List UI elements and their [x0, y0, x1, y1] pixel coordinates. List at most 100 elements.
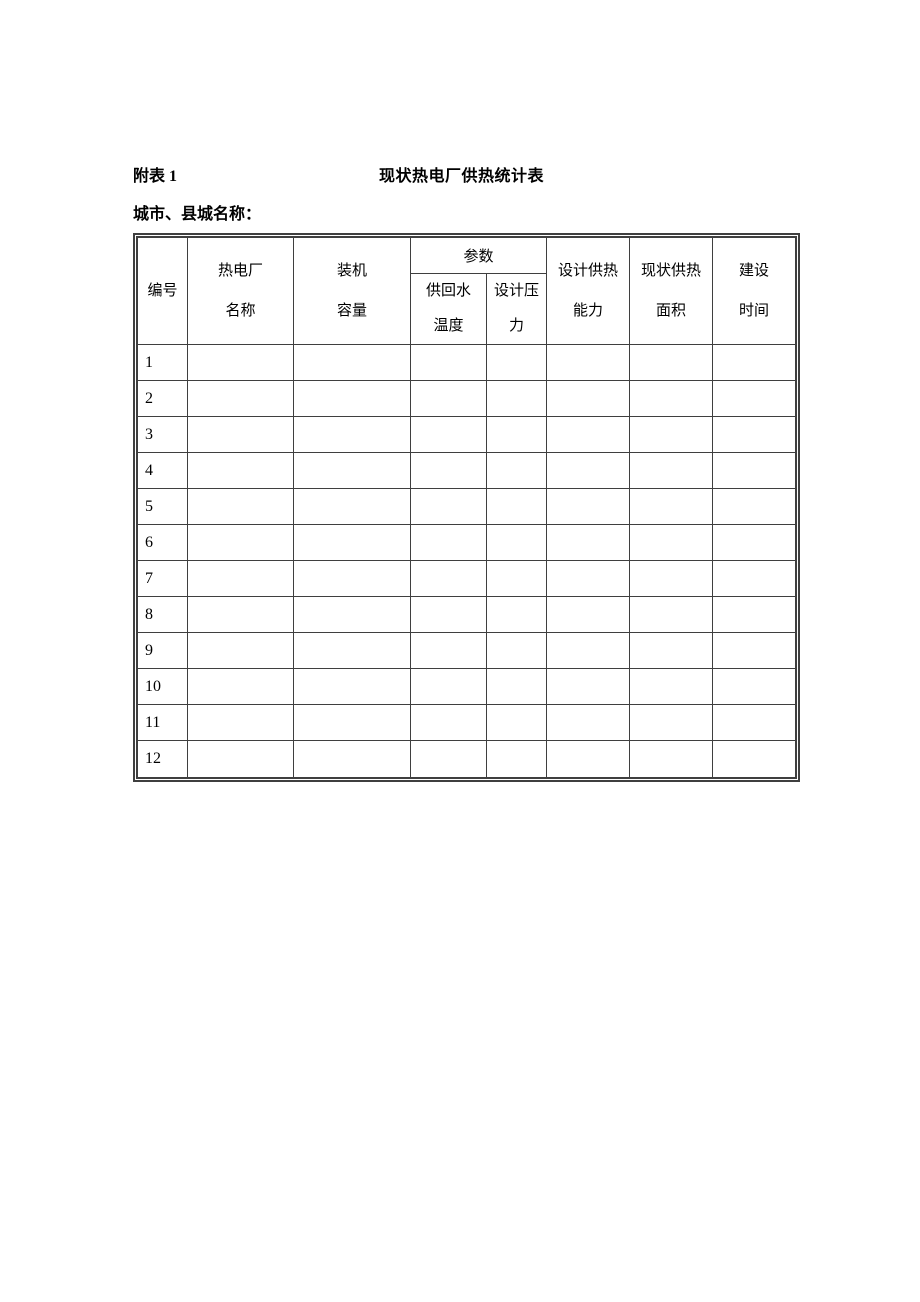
design-heat-capability-cell[interactable] [547, 741, 630, 777]
supply-return-temp-cell[interactable] [411, 705, 487, 741]
design-heat-capability-cell[interactable] [547, 669, 630, 705]
design-heat-capability-cell[interactable] [547, 381, 630, 417]
supply-return-temp-cell[interactable] [411, 669, 487, 705]
design-pressure-cell[interactable] [487, 417, 547, 453]
current-heating-area-cell[interactable] [630, 417, 713, 453]
current-heating-area-cell[interactable] [630, 525, 713, 561]
supply-return-temp-cell[interactable] [411, 417, 487, 453]
city-county-name-label: 城市、县城名称： [133, 206, 262, 223]
plant-name-cell[interactable] [188, 345, 294, 381]
plant-name-cell[interactable] [188, 633, 294, 669]
plant-name-cell[interactable] [188, 417, 294, 453]
design-heat-capability-cell[interactable] [547, 417, 630, 453]
table-row: 4 [138, 453, 795, 489]
current-heating-area-cell[interactable] [630, 741, 713, 777]
installed-capacity-cell[interactable] [294, 381, 411, 417]
current-heating-area-cell[interactable] [630, 489, 713, 525]
supply-return-temp-cell[interactable] [411, 381, 487, 417]
supply-return-temp-cell[interactable] [411, 597, 487, 633]
installed-capacity-cell[interactable] [294, 489, 411, 525]
design-pressure-cell[interactable] [487, 381, 547, 417]
table-body: 1 2 3 4 [138, 345, 795, 777]
table-caption-label: 附表 1 [133, 168, 178, 185]
build-time-cell[interactable] [713, 741, 795, 777]
current-heating-area-cell[interactable] [630, 381, 713, 417]
header-design-heat-line1: 设计供热 [557, 263, 618, 279]
design-heat-capability-cell[interactable] [547, 597, 630, 633]
supply-return-temp-cell[interactable] [411, 345, 487, 381]
build-time-cell[interactable] [713, 561, 795, 597]
plant-name-cell[interactable] [188, 597, 294, 633]
supply-return-temp-cell[interactable] [411, 489, 487, 525]
build-time-cell[interactable] [713, 381, 795, 417]
installed-capacity-cell[interactable] [294, 561, 411, 597]
design-heat-capability-cell[interactable] [547, 705, 630, 741]
table-row: 2 [138, 381, 795, 417]
installed-capacity-cell[interactable] [294, 345, 411, 381]
current-heating-area-cell[interactable] [630, 345, 713, 381]
installed-capacity-cell[interactable] [294, 669, 411, 705]
supply-return-temp-cell[interactable] [411, 741, 487, 777]
row-number-cell: 9 [138, 633, 188, 669]
design-pressure-cell[interactable] [487, 525, 547, 561]
header-supply-return-line2: 温度 [433, 318, 464, 334]
build-time-cell[interactable] [713, 705, 795, 741]
design-heat-capability-cell[interactable] [547, 525, 630, 561]
build-time-cell[interactable] [713, 417, 795, 453]
header-plant-name: 热电厂 名称 [188, 238, 294, 345]
current-heating-area-cell[interactable] [630, 669, 713, 705]
design-pressure-cell[interactable] [487, 561, 547, 597]
current-heating-area-cell[interactable] [630, 453, 713, 489]
design-heat-capability-cell[interactable] [547, 453, 630, 489]
installed-capacity-cell[interactable] [294, 633, 411, 669]
design-heat-capability-cell[interactable] [547, 633, 630, 669]
current-heating-area-cell[interactable] [630, 633, 713, 669]
design-pressure-cell[interactable] [487, 489, 547, 525]
build-time-cell[interactable] [713, 597, 795, 633]
plant-name-cell[interactable] [188, 741, 294, 777]
installed-capacity-cell[interactable] [294, 417, 411, 453]
supply-return-temp-cell[interactable] [411, 525, 487, 561]
plant-name-cell[interactable] [188, 669, 294, 705]
design-pressure-cell[interactable] [487, 633, 547, 669]
installed-capacity-cell[interactable] [294, 453, 411, 489]
supply-return-temp-cell[interactable] [411, 561, 487, 597]
build-time-cell[interactable] [713, 669, 795, 705]
header-plant-name-line2: 名称 [225, 303, 256, 319]
build-time-cell[interactable] [713, 525, 795, 561]
supply-return-temp-cell[interactable] [411, 633, 487, 669]
current-heating-area-cell[interactable] [630, 597, 713, 633]
design-heat-capability-cell[interactable] [547, 489, 630, 525]
plant-name-cell[interactable] [188, 381, 294, 417]
row-number-cell: 12 [138, 741, 188, 777]
build-time-cell[interactable] [713, 633, 795, 669]
supply-return-temp-cell[interactable] [411, 453, 487, 489]
design-pressure-cell[interactable] [487, 345, 547, 381]
design-pressure-cell[interactable] [487, 453, 547, 489]
table-row: 8 [138, 597, 795, 633]
plant-name-cell[interactable] [188, 705, 294, 741]
design-pressure-cell[interactable] [487, 741, 547, 777]
row-number-cell: 11 [138, 705, 188, 741]
row-number-cell: 2 [138, 381, 188, 417]
installed-capacity-cell[interactable] [294, 597, 411, 633]
design-heat-capability-cell[interactable] [547, 345, 630, 381]
row-number-cell: 3 [138, 417, 188, 453]
build-time-cell[interactable] [713, 453, 795, 489]
installed-capacity-cell[interactable] [294, 741, 411, 777]
plant-name-cell[interactable] [188, 561, 294, 597]
build-time-cell[interactable] [713, 345, 795, 381]
installed-capacity-cell[interactable] [294, 525, 411, 561]
design-pressure-cell[interactable] [487, 705, 547, 741]
current-heating-area-cell[interactable] [630, 561, 713, 597]
header-current-area-line2: 面积 [655, 303, 686, 319]
plant-name-cell[interactable] [188, 525, 294, 561]
plant-name-cell[interactable] [188, 489, 294, 525]
plant-name-cell[interactable] [188, 453, 294, 489]
current-heating-area-cell[interactable] [630, 705, 713, 741]
build-time-cell[interactable] [713, 489, 795, 525]
design-pressure-cell[interactable] [487, 597, 547, 633]
design-pressure-cell[interactable] [487, 669, 547, 705]
design-heat-capability-cell[interactable] [547, 561, 630, 597]
installed-capacity-cell[interactable] [294, 705, 411, 741]
